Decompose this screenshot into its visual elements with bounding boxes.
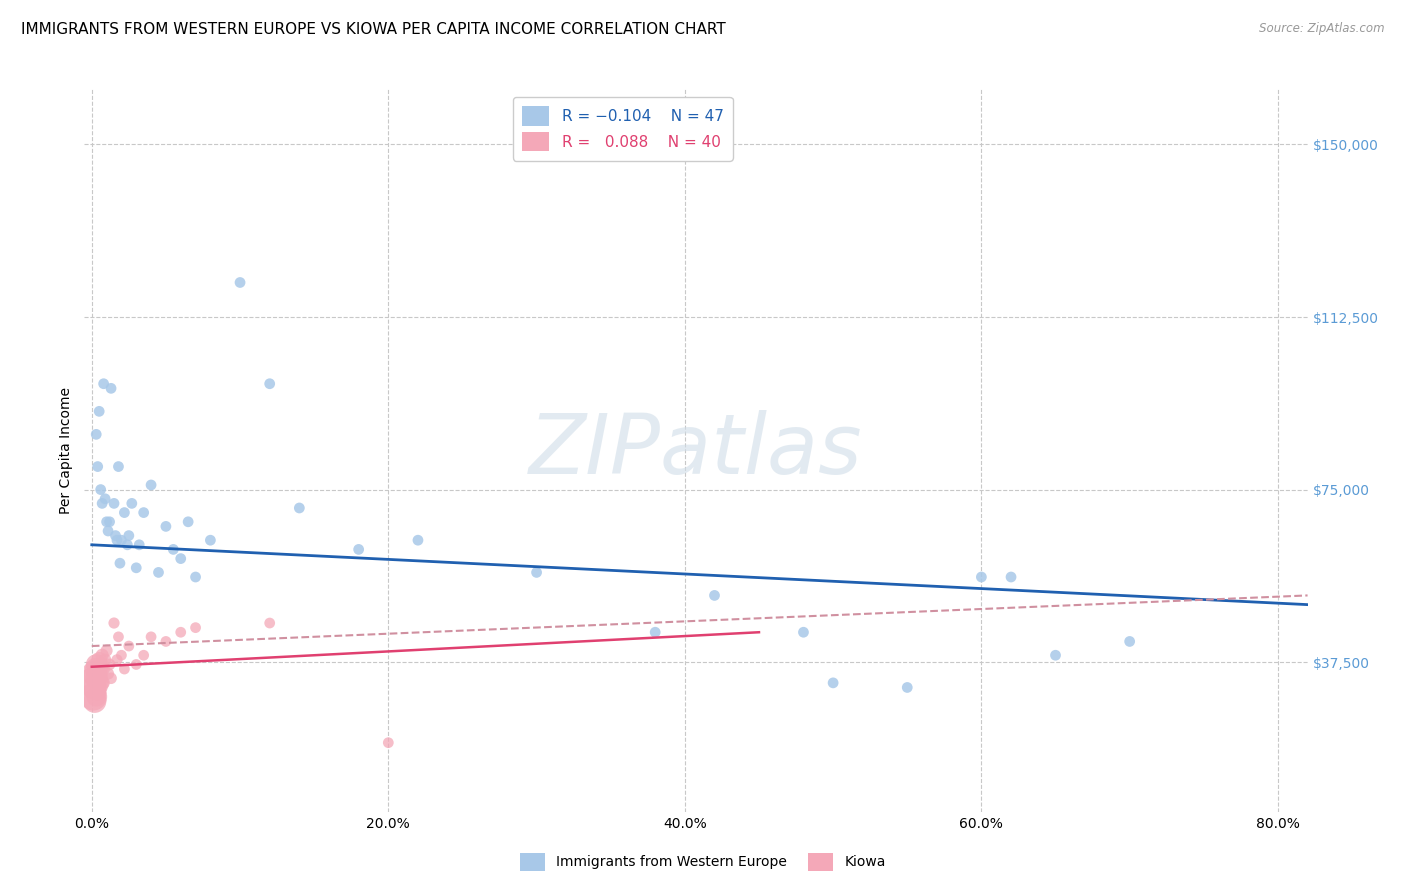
Point (155, 634, 177, 648)
Point (103, 496, 125, 510)
Point (86, 459, 108, 474)
Point (259, 376, 281, 391)
Point (139, 478, 162, 492)
Point (105, 653, 128, 667)
Text: IMMIGRANTS FROM WESTERN EUROPE VS KIOWA PER CAPITA INCOME CORRELATION CHART: IMMIGRANTS FROM WESTERN EUROPE VS KIOWA … (21, 22, 725, 37)
Point (84, 427, 107, 442)
Point (82, 690, 104, 704)
Point (117, 538, 139, 552)
Point (112, 662, 135, 676)
Point (91, 648, 114, 663)
Point (259, 615, 281, 630)
Text: ZIPatlas: ZIPatlas (529, 410, 863, 491)
Point (89, 662, 111, 676)
Point (98, 515, 121, 529)
Point (91, 657, 114, 672)
Point (107, 630, 129, 644)
Point (970, 570, 993, 584)
Point (100, 381, 122, 395)
Text: Source: ZipAtlas.com: Source: ZipAtlas.com (1260, 22, 1385, 36)
Point (98, 657, 121, 672)
Point (90, 662, 112, 676)
Point (90, 483, 112, 497)
Point (110, 533, 132, 548)
Point (83, 694, 105, 708)
Point (170, 625, 193, 640)
Point (86, 676, 108, 690)
Point (83, 666, 105, 681)
Point (94, 491, 117, 506)
Point (1045, 648, 1067, 663)
Point (703, 589, 725, 603)
Point (84, 657, 107, 672)
Point (184, 570, 207, 584)
Point (229, 276, 252, 290)
Point (91, 496, 114, 510)
Point (96, 515, 118, 529)
Point (96, 643, 118, 657)
Point (288, 500, 311, 515)
Point (93, 676, 115, 690)
Point (125, 561, 148, 575)
Point (125, 657, 148, 672)
Legend: Immigrants from Western Europe, Kiowa: Immigrants from Western Europe, Kiowa (515, 847, 891, 876)
Point (103, 615, 125, 630)
Point (100, 671, 122, 685)
Point (118, 528, 141, 542)
Point (132, 648, 155, 663)
Point (94, 653, 117, 667)
Point (108, 556, 131, 570)
Point (104, 528, 127, 542)
Point (112, 506, 135, 520)
Point (118, 639, 141, 653)
Point (1118, 634, 1140, 648)
Point (84, 662, 107, 676)
Point (644, 625, 666, 640)
Point (84, 671, 107, 685)
Point (93, 376, 115, 391)
Point (200, 533, 222, 548)
Point (93, 662, 115, 676)
Point (107, 459, 129, 474)
Point (139, 630, 162, 644)
Point (177, 515, 200, 529)
Point (128, 538, 150, 552)
Point (89, 685, 111, 699)
Point (86, 685, 108, 699)
Point (184, 621, 207, 635)
Point (89, 653, 111, 667)
Point (170, 551, 193, 566)
Point (121, 496, 143, 510)
Point (110, 648, 132, 663)
Point (89, 404, 111, 418)
Point (162, 542, 184, 557)
Point (86, 666, 108, 681)
Point (132, 506, 155, 520)
Point (792, 625, 814, 640)
Point (377, 736, 399, 750)
Point (83, 681, 105, 695)
Point (84, 690, 107, 704)
Point (105, 533, 128, 548)
Point (97, 666, 120, 681)
Y-axis label: Per Capita Income: Per Capita Income (59, 387, 73, 514)
Point (347, 542, 370, 557)
Point (406, 533, 429, 548)
Point (155, 519, 177, 533)
Point (148, 566, 170, 580)
Point (90, 671, 112, 685)
Point (526, 566, 548, 580)
Point (1000, 570, 1022, 584)
Point (823, 676, 845, 690)
Point (896, 681, 918, 695)
Point (97, 524, 120, 538)
Legend: R = −0.104    N = 47, R =   0.088    N = 40: R = −0.104 N = 47, R = 0.088 N = 40 (513, 97, 733, 161)
Point (82, 676, 104, 690)
